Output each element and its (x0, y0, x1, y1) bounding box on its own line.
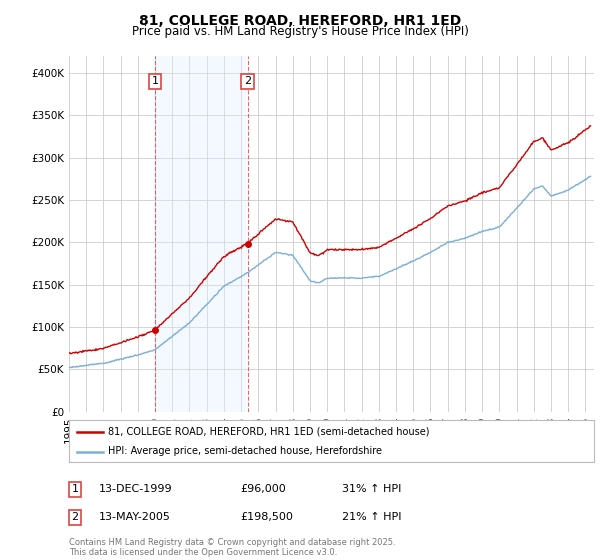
Text: 81, COLLEGE ROAD, HEREFORD, HR1 1ED: 81, COLLEGE ROAD, HEREFORD, HR1 1ED (139, 14, 461, 28)
Text: 2: 2 (244, 76, 251, 86)
Text: 21% ↑ HPI: 21% ↑ HPI (342, 512, 401, 522)
Text: Price paid vs. HM Land Registry's House Price Index (HPI): Price paid vs. HM Land Registry's House … (131, 25, 469, 38)
Text: 1: 1 (152, 76, 158, 86)
Text: Contains HM Land Registry data © Crown copyright and database right 2025.
This d: Contains HM Land Registry data © Crown c… (69, 538, 395, 557)
Text: 1: 1 (71, 484, 79, 494)
Text: 13-MAY-2005: 13-MAY-2005 (99, 512, 171, 522)
Text: HPI: Average price, semi-detached house, Herefordshire: HPI: Average price, semi-detached house,… (109, 446, 382, 456)
Text: 13-DEC-1999: 13-DEC-1999 (99, 484, 173, 494)
Text: £96,000: £96,000 (240, 484, 286, 494)
Text: 31% ↑ HPI: 31% ↑ HPI (342, 484, 401, 494)
Text: 81, COLLEGE ROAD, HEREFORD, HR1 1ED (semi-detached house): 81, COLLEGE ROAD, HEREFORD, HR1 1ED (sem… (109, 427, 430, 437)
Bar (155, 56, 247, 412)
Text: 2: 2 (71, 512, 79, 522)
Text: £198,500: £198,500 (240, 512, 293, 522)
